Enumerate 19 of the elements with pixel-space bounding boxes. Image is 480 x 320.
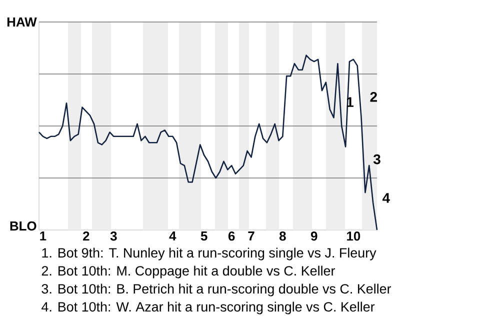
x-tick-label: 1 bbox=[40, 232, 46, 240]
text: 1. Bot 9th: T. Nunley hit a run-scoring single vs J. Fleury bbox=[42, 248, 376, 260]
x-tick-label: 4 bbox=[169, 232, 176, 240]
x-tick-label: 10 bbox=[347, 232, 360, 241]
x-tick-label: 2 bbox=[83, 232, 90, 241]
text: 4 bbox=[382, 193, 390, 203]
text: 2. Bot 10th: M. Coppage hit a double vs C. Keller bbox=[42, 266, 335, 278]
x-tick-label: 6 bbox=[228, 232, 235, 241]
text: 3. Bot 10th: B. Petrich hit a run-scoring double vs C. Keller bbox=[42, 284, 392, 296]
text: BLO bbox=[10, 221, 36, 231]
text: 4. Bot 10th: W. Azar hit a run-scoring single vs C. Keller bbox=[42, 302, 375, 314]
x-tick-label: 3 bbox=[110, 232, 117, 241]
text: HAW bbox=[7, 18, 37, 26]
x-tick-label: 8 bbox=[279, 232, 286, 241]
x-tick-label: 5 bbox=[200, 232, 208, 241]
x-tick-label: 7 bbox=[248, 232, 254, 240]
annotation: 3 bbox=[373, 154, 380, 164]
annotation: 2 bbox=[370, 92, 377, 102]
x-tick-label: 9 bbox=[310, 232, 318, 241]
